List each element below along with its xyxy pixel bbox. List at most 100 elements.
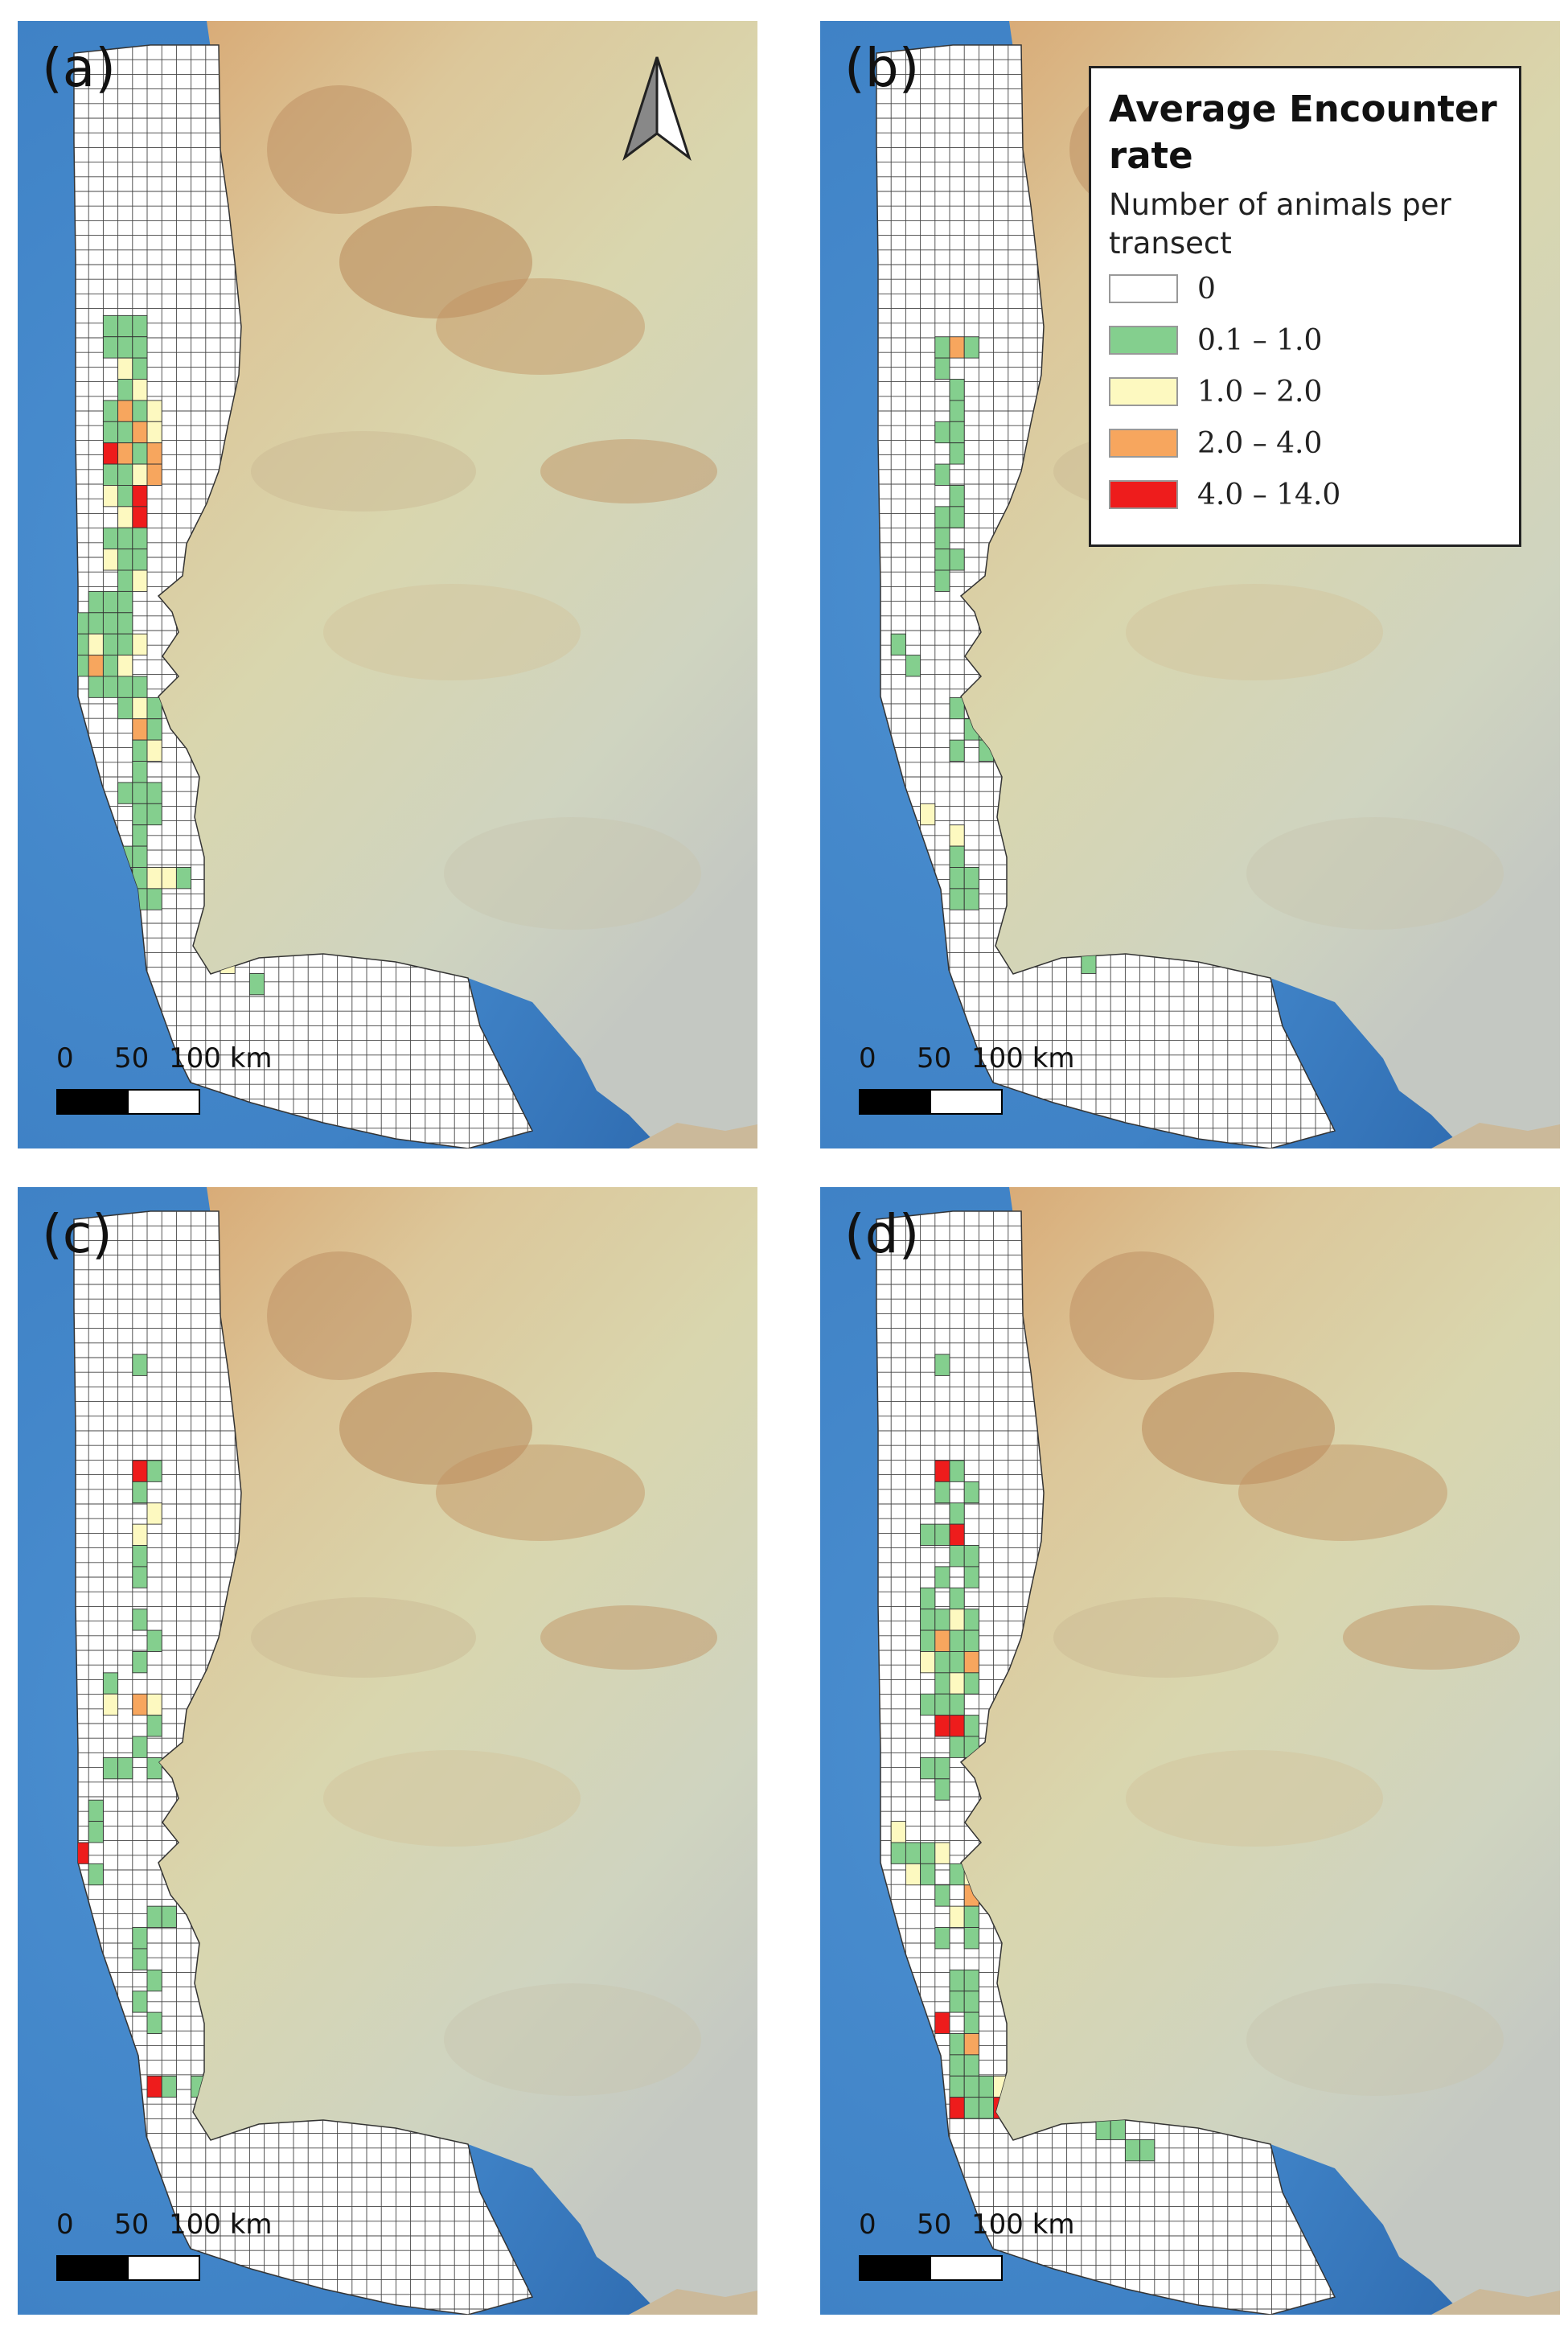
encounter-cell [949,888,965,910]
encounter-cell [132,1460,148,1482]
encounter-cell [102,463,119,486]
encounter-cell [934,357,950,380]
scale-tick-label: 50 [114,1042,150,1074]
scale-bar-graphic [859,2255,1003,2281]
scale-tick-label: 100 km [971,1042,1075,1074]
encounter-cell [132,1736,148,1758]
encounter-cell [978,2097,995,2119]
scale-bar: 0 50 100 km [859,1042,1075,1115]
map-panel-4: (d) 0 50 100 km [820,1187,1560,2315]
north-arrow-icon [622,56,692,162]
encounter-cell [963,867,979,890]
encounter-cell [132,1566,148,1588]
encounter-cell [949,1502,965,1525]
encounter-cell [920,1693,936,1716]
legend-swatch [1109,480,1178,509]
encounter-cell [934,1481,950,1504]
encounter-cell [146,421,162,444]
encounter-cell [934,569,950,592]
encounter-cell [978,2075,995,2098]
panel-label: (d) [844,1203,920,1265]
encounter-cell [949,336,965,359]
encounter-cell [963,1991,979,2013]
land-area [158,1187,757,2315]
encounter-cell [88,655,104,677]
encounter-cell [117,655,133,677]
encounter-cell [934,1609,950,1631]
encounter-cell [146,803,162,826]
encounter-cell [117,379,133,401]
encounter-cell [949,1969,965,1992]
encounter-cell [117,696,133,720]
legend-swatch [1109,377,1178,406]
encounter-cell [963,1672,979,1695]
encounter-cell [117,527,133,550]
scale-tick-label: 50 [917,1042,952,1074]
encounter-cell [102,633,119,656]
encounter-cell [146,739,162,762]
encounter-cell [934,506,950,528]
encounter-cell [949,1715,965,1737]
scale-tick-label: 0 [56,1042,74,1074]
encounter-cell [949,1609,965,1631]
encounter-cell [132,1609,148,1631]
encounter-cell [88,1863,104,1886]
legend: Average Encounter rate Number of animals … [1089,66,1521,547]
encounter-cell [949,379,965,401]
legend-entry: 4.0 – 14.0 [1109,469,1501,520]
survey-area [876,44,1336,1148]
encounter-cell [920,1863,936,1886]
legend-label: 0 [1197,272,1216,306]
encounter-cell [117,336,133,359]
encounter-cell [949,506,965,528]
legend-entry: 0 [1109,263,1501,314]
encounter-cell [963,2011,979,2034]
encounter-cell [102,527,119,550]
encounter-cell [102,676,119,698]
encounter-cell [146,2075,162,2098]
relief-map [820,1187,1560,2315]
encounter-cell [949,1991,965,2013]
encounter-cell [890,1821,906,1843]
panel-label: (a) [42,37,116,99]
encounter-cell [934,527,950,550]
legend-entry: 1.0 – 2.0 [1109,366,1501,417]
encounter-cell [132,1651,148,1674]
scale-tick-label: 100 km [971,2209,1075,2241]
encounter-cell [949,1905,965,1928]
encounter-cell [146,888,162,910]
encounter-cell [963,1629,979,1652]
scale-tick-label: 0 [56,2209,74,2241]
encounter-cell [934,336,950,359]
encounter-cell [905,1863,922,1886]
encounter-cell [132,696,148,720]
scale-bar-graphic [56,2255,200,2281]
encounter-cell [102,485,119,507]
legend-subtitle: Number of animals per transect [1109,187,1451,261]
encounter-cell [102,421,119,444]
encounter-cell [949,2054,965,2077]
encounter-cell [102,1757,119,1780]
encounter-cell [146,718,162,741]
encounter-cell [102,655,119,677]
encounter-cell [934,421,950,444]
encounter-cell [146,400,162,422]
relief-map [18,1187,757,2315]
encounter-cell [132,718,148,741]
encounter-cell [949,1672,965,1695]
encounter-cell [949,549,965,571]
encounter-cell [117,400,133,422]
encounter-cell [146,867,162,890]
encounter-cell [934,1884,950,1907]
survey-area [73,1210,534,2315]
encounter-cell [934,1629,950,1652]
scale-tick-label: 0 [859,1042,876,1074]
encounter-cell [949,2033,965,2056]
encounter-cell [934,1523,950,1546]
encounter-cell [146,1969,162,1992]
encounter-cell [949,867,965,890]
encounter-cell [963,888,979,910]
encounter-cell [963,1969,979,1992]
encounter-cell [890,1842,906,1864]
encounter-cell [934,549,950,571]
